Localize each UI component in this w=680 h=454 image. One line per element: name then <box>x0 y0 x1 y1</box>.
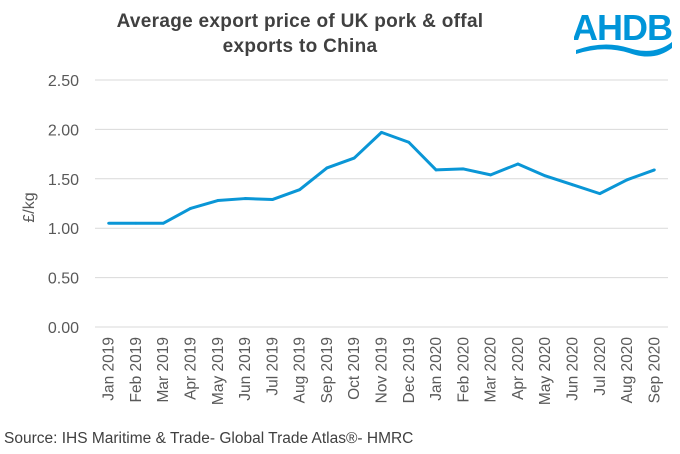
x-tick-label: Apr 2019 <box>183 337 200 400</box>
x-tick-label: Aug 2019 <box>292 337 309 403</box>
source-note: Source: IHS Maritime & Trade- Global Tra… <box>4 430 414 447</box>
svg-text:AHDB: AHDB <box>574 7 672 48</box>
x-tick-label: Sep 2019 <box>319 337 336 403</box>
data-point <box>270 198 274 201</box>
x-tick-label: Feb 2019 <box>128 337 145 403</box>
title-line-1: Average export price of UK pork & offal <box>116 11 484 32</box>
y-axis-label: £/kg <box>21 192 38 222</box>
data-point <box>325 166 329 170</box>
data-point <box>489 173 493 177</box>
x-tick-label: Jul 2020 <box>592 337 609 396</box>
y-tick-label: 0.50 <box>48 271 79 288</box>
title-line-2: exports to China <box>222 36 378 57</box>
y-tick-label: 0.00 <box>48 320 79 337</box>
data-point <box>434 168 438 172</box>
data-point <box>189 207 192 210</box>
x-tick-label: Feb 2020 <box>455 337 472 403</box>
data-point <box>652 168 656 172</box>
x-tick-label: Jul 2019 <box>264 337 281 396</box>
data-point <box>380 130 383 134</box>
data-point <box>161 221 165 225</box>
ahdb-logo: AHDB <box>574 7 673 57</box>
data-point <box>516 162 520 166</box>
x-tick-label: Dec 2019 <box>401 337 418 403</box>
x-tick-label: Aug 2020 <box>619 337 636 404</box>
data-point <box>243 197 247 200</box>
x-tick-label: Jun 2019 <box>237 337 254 401</box>
data-point <box>352 156 356 160</box>
data-point <box>216 199 220 202</box>
data-point <box>571 183 574 187</box>
data-point <box>461 167 465 171</box>
x-tick-label: Apr 2020 <box>510 337 527 400</box>
x-tick-label: Mar 2019 <box>155 337 172 402</box>
data-point <box>134 221 138 225</box>
y-tick-label: 1.00 <box>48 221 79 238</box>
x-tick-label: Jan 2020 <box>428 337 445 401</box>
data-point <box>298 188 302 192</box>
data-point <box>407 140 411 144</box>
data-point <box>598 192 602 196</box>
x-tick-label: May 2020 <box>537 337 554 405</box>
y-tick-label: 1.50 <box>48 172 79 189</box>
x-tick-label: Mar 2020 <box>483 337 500 403</box>
y-tick-label: 2.50 <box>48 73 79 90</box>
x-tick-label: Jun 2020 <box>565 337 582 401</box>
x-tick-label: Jan 2019 <box>101 337 118 401</box>
x-tick-label: Sep 2020 <box>646 337 663 404</box>
data-point <box>543 174 547 178</box>
y-tick-label: 2.00 <box>48 122 79 139</box>
data-point <box>625 178 629 182</box>
chart-title: Average export price of UK pork & offal … <box>60 9 540 59</box>
x-tick-label: May 2019 <box>210 337 227 405</box>
x-tick-label: Nov 2019 <box>374 337 391 403</box>
x-tick-label: Oct 2019 <box>346 337 363 400</box>
data-point <box>107 221 111 225</box>
